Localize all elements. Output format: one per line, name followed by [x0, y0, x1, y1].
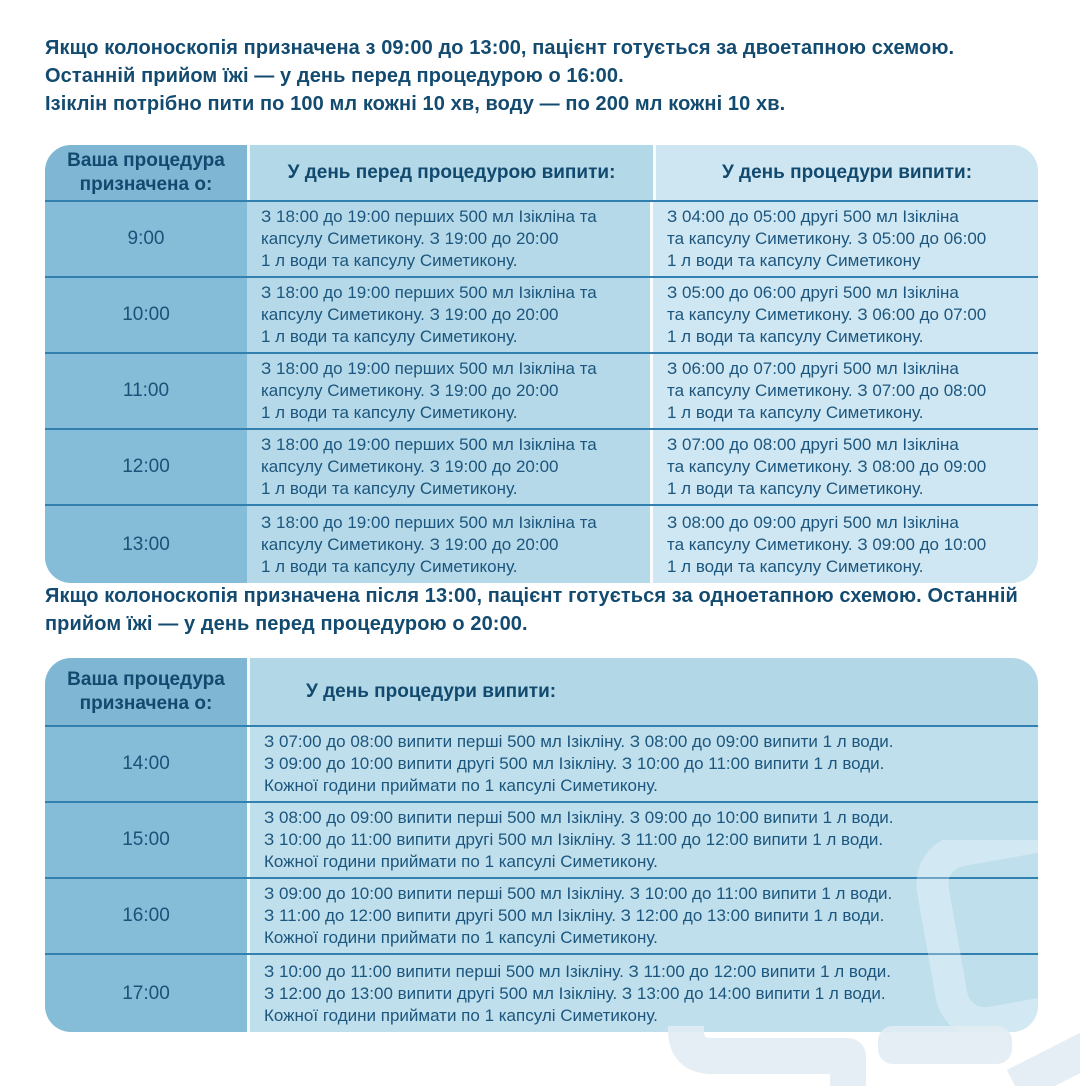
day-of-cell: З 08:00 до 09:00 другі 500 мл Ізікліна т…	[650, 506, 1038, 583]
time-cell: 14:00	[45, 727, 247, 801]
time-cell: 10:00	[45, 278, 247, 352]
day-before-cell: З 18:00 до 19:00 перших 500 мл Ізікліна …	[247, 202, 650, 276]
table-row: 13:00 З 18:00 до 19:00 перших 500 мл Ізі…	[45, 504, 1038, 583]
table-row: 15:00 З 08:00 до 09:00 випити перші 500 …	[45, 801, 1038, 877]
time-cell: 17:00	[45, 955, 247, 1032]
day-of-cell: З 04:00 до 05:00 другі 500 мл Ізікліна т…	[650, 202, 1038, 276]
intro-two-stage-text: Якщо колоноскопія призначена з 09:00 до …	[45, 37, 955, 87]
time-cell: 11:00	[45, 354, 247, 428]
table-row: 16:00 З 09:00 до 10:00 випити перші 500 …	[45, 877, 1038, 953]
day-of-cell: З 06:00 до 07:00 другі 500 мл Ізікліна т…	[650, 354, 1038, 428]
table-row: 14:00 З 07:00 до 08:00 випити перші 500 …	[45, 725, 1038, 801]
time-cell: 13:00	[45, 506, 247, 583]
table-row: 10:00 З 18:00 до 19:00 перших 500 мл Ізі…	[45, 276, 1038, 352]
day-before-cell: З 18:00 до 19:00 перших 500 мл Ізікліна …	[247, 354, 650, 428]
table-row: 11:00 З 18:00 до 19:00 перших 500 мл Ізі…	[45, 352, 1038, 428]
table-row: 9:00 З 18:00 до 19:00 перших 500 мл Ізік…	[45, 200, 1038, 276]
column-header-day-before: У день перед процедурою випити:	[247, 145, 653, 200]
table-header-row: Ваша процедура призначена о: У день пере…	[45, 145, 1038, 200]
day-before-cell: З 18:00 до 19:00 перших 500 мл Ізікліна …	[247, 430, 650, 504]
time-cell: 12:00	[45, 430, 247, 504]
day-of-cell: З 07:00 до 08:00 другі 500 мл Ізікліна т…	[650, 430, 1038, 504]
time-cell: 9:00	[45, 202, 247, 276]
table-header-row: Ваша процедура призначена о: У день проц…	[45, 658, 1038, 725]
intro-dosing-text: Ізіклін потрібно пити по 100 мл кожні 10…	[45, 93, 786, 115]
two-stage-schedule-table: Ваша процедура призначена о: У день пере…	[45, 145, 1038, 583]
column-header-procedure-time: Ваша процедура призначена о:	[45, 145, 247, 200]
intro-one-stage-text: Якщо колоноскопія призначена після 13:00…	[45, 585, 1018, 635]
day-before-cell: З 18:00 до 19:00 перших 500 мл Ізікліна …	[247, 506, 650, 583]
day-before-cell: З 18:00 до 19:00 перших 500 мл Ізікліна …	[247, 278, 650, 352]
day-of-cell: З 10:00 до 11:00 випити перші 500 мл Ізі…	[247, 955, 1038, 1032]
intro-two-stage-scheme: Якщо колоноскопія призначена з 09:00 до …	[45, 34, 1045, 118]
day-of-cell: З 08:00 до 09:00 випити перші 500 мл Ізі…	[247, 803, 1038, 877]
one-stage-schedule-table: Ваша процедура призначена о: У день проц…	[45, 658, 1038, 1032]
column-header-day-of: У день процедури випити:	[247, 658, 1038, 725]
intro-one-stage-scheme: Якщо колоноскопія призначена після 13:00…	[45, 582, 1045, 638]
column-header-procedure-time: Ваша процедура призначена о:	[45, 658, 247, 725]
day-of-cell: З 05:00 до 06:00 другі 500 мл Ізікліна т…	[650, 278, 1038, 352]
time-cell: 15:00	[45, 803, 247, 877]
table-row: 12:00 З 18:00 до 19:00 перших 500 мл Ізі…	[45, 428, 1038, 504]
day-of-cell: З 09:00 до 10:00 випити перші 500 мл Ізі…	[247, 879, 1038, 953]
time-cell: 16:00	[45, 879, 247, 953]
day-of-cell: З 07:00 до 08:00 випити перші 500 мл Ізі…	[247, 727, 1038, 801]
table-row: 17:00 З 10:00 до 11:00 випити перші 500 …	[45, 953, 1038, 1032]
column-header-day-of: У день процедури випити:	[653, 145, 1038, 200]
